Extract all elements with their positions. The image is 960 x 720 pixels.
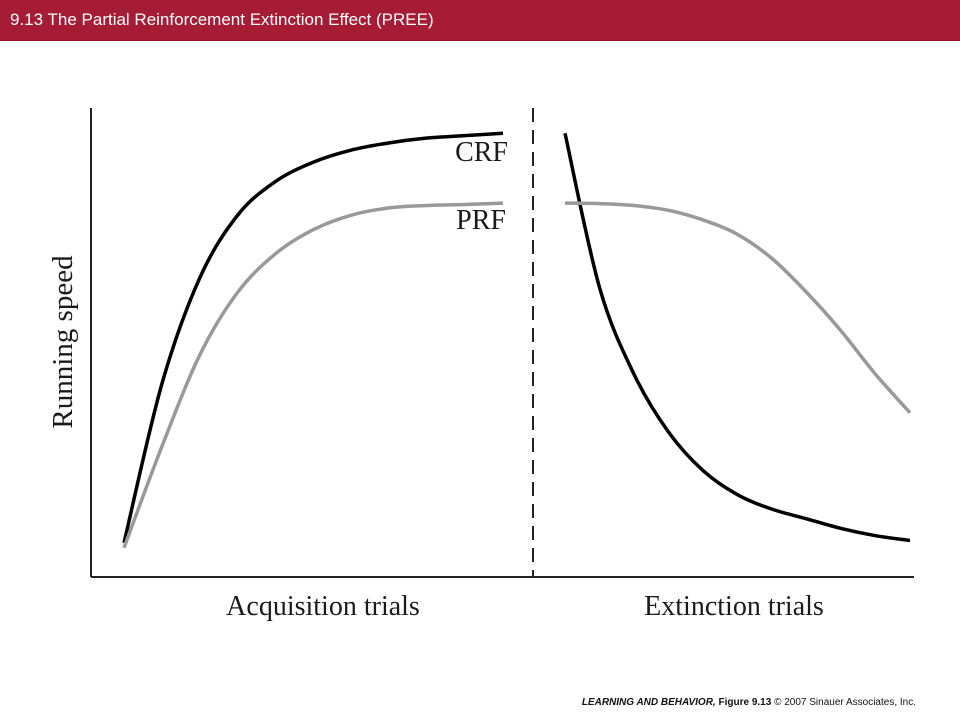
series-line-crf-acquisition: [122, 131, 504, 544]
series-label-crf: CRF: [455, 137, 508, 168]
series-label-prf: PRF: [456, 205, 506, 236]
chart-curves: [122, 131, 912, 549]
figure-credit: LEARNING AND BEHAVIOR, Figure 9.13 © 200…: [582, 697, 916, 708]
chart-labels: Running speed Acquisition trials Extinct…: [47, 137, 824, 622]
book-title: LEARNING AND BEHAVIOR,: [581, 697, 716, 708]
y-axis-label: Running speed: [47, 255, 79, 429]
series-line-crf-extinction: [563, 132, 911, 543]
x-axis-label-acquisition: Acquisition trials: [226, 591, 420, 622]
slide-title-bar: 9.13 The Partial Reinforcement Extinctio…: [0, 0, 960, 41]
series-line-prf-acquisition: [122, 201, 504, 549]
x-axis-label-extinction: Extinction trials: [644, 591, 824, 622]
figure-number: Figure 9.13: [718, 697, 772, 708]
slide-title: 9.13 The Partial Reinforcement Extinctio…: [10, 10, 434, 29]
chart-axes: [90, 108, 914, 578]
copyright-notice: © 2007 Sinauer Associates, Inc.: [774, 697, 916, 708]
series-line-prf-extinction: [564, 201, 912, 414]
